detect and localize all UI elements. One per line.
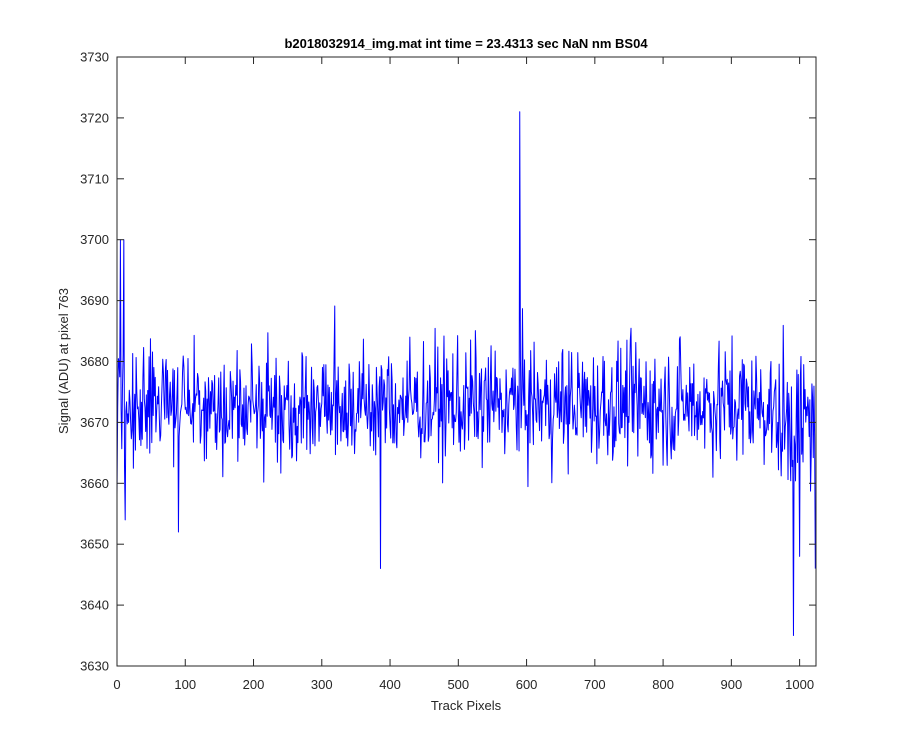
x-tick-label: 900	[721, 677, 743, 692]
x-tick-label: 400	[379, 677, 401, 692]
x-tick-label: 1000	[785, 677, 814, 692]
y-tick-label: 3640	[80, 598, 109, 613]
x-axis-ticks: 0 100 200 300 400 500 600 700 800 900 1000	[113, 57, 814, 692]
y-tick-label: 3700	[80, 232, 109, 247]
x-tick-label: 700	[584, 677, 606, 692]
x-tick-label: 100	[174, 677, 196, 692]
y-axis-ticks: 3630 3640 3650 3660 3670 3680 3690 3700 3710 3720…	[80, 50, 816, 674]
y-tick-label: 3650	[80, 537, 109, 552]
y-axis-label: Signal (ADU) at pixel 763	[56, 288, 71, 434]
x-axis-label: Track Pixels	[431, 698, 502, 713]
x-tick-label: 800	[652, 677, 674, 692]
x-tick-label: 300	[311, 677, 333, 692]
y-tick-label: 3730	[80, 50, 109, 65]
y-tick-label: 3710	[80, 171, 109, 186]
x-tick-label: 200	[243, 677, 265, 692]
x-tick-label: 500	[447, 677, 469, 692]
y-tick-label: 3660	[80, 476, 109, 491]
y-tick-label: 3670	[80, 415, 109, 430]
series-line-signal	[116, 111, 816, 637]
x-tick-label: 0	[113, 677, 120, 692]
x-tick-label: 600	[516, 677, 538, 692]
chart-title: b2018032914_img.mat int time = 23.4313 s…	[284, 36, 648, 51]
y-tick-label: 3720	[80, 110, 109, 125]
plot-area	[117, 57, 816, 666]
y-tick-label: 3690	[80, 293, 109, 308]
y-tick-label: 3630	[80, 659, 109, 674]
y-tick-label: 3680	[80, 354, 109, 369]
